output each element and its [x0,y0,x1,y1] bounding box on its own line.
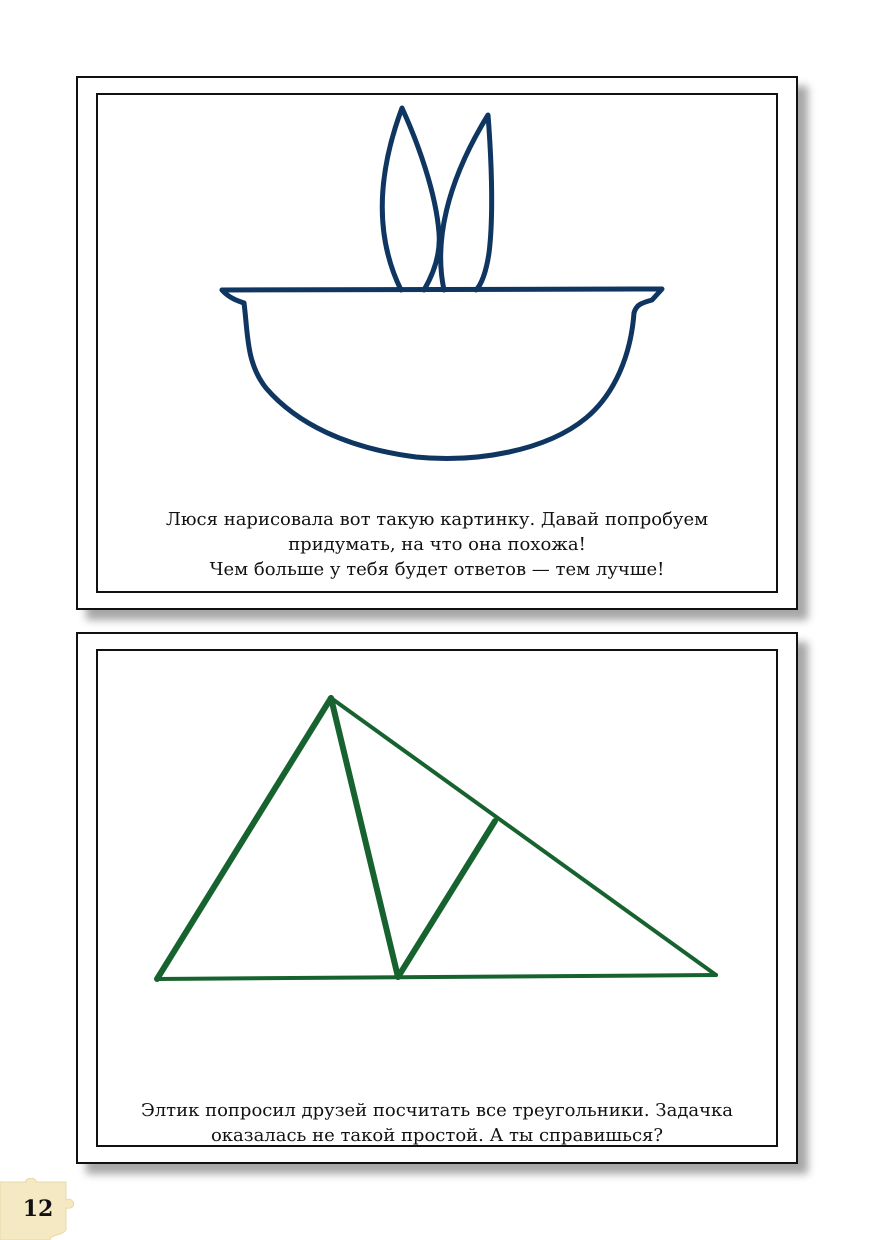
left-side [154,695,334,982]
page-number-badge: 12 [0,1178,82,1240]
card-inner-frame: Элтик попросил друзей посчитать все треу… [96,649,778,1147]
base [155,973,718,981]
triangles-figure-drawing [154,695,718,982]
bowl-puzzle-caption: Люся нарисовала вот такую картинку. Дава… [165,509,709,580]
inner-line-apex [328,695,401,980]
right-side [329,696,718,977]
bowl-puzzle-card: Люся нарисовала вот такую картинку. Дава… [76,76,798,610]
puzzle-piece-icon [0,1178,74,1240]
bowl-with-leaves-drawing [219,105,665,461]
triangles-puzzle-caption: Элтик попросил друзей посчитать все треу… [140,1100,734,1146]
triangles-puzzle-card: Элтик попросил друзей посчитать все треу… [76,632,798,1164]
card-inner-frame: Люся нарисовала вот такую картинку. Дава… [96,93,778,593]
bowl-rim [219,286,665,316]
right-leaf [438,112,495,293]
bowl-body [241,300,637,461]
left-leaf [379,105,442,293]
inner-line-side [395,818,498,980]
page-number: 12 [22,1196,54,1222]
